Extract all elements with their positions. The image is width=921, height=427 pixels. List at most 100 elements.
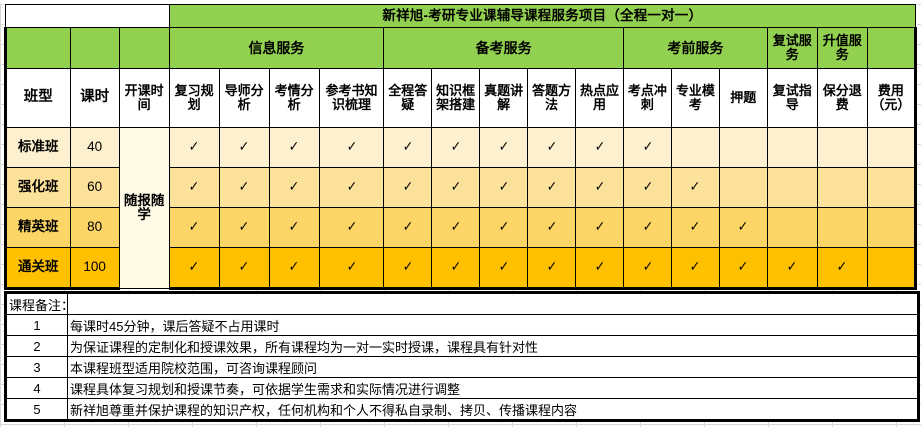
cell-check: ✓ [718, 247, 768, 290]
notes-title-row: 课程备注： [4, 291, 920, 315]
note-index: 3 [4, 356, 68, 378]
check-icon: ✓ [641, 259, 653, 276]
check-icon: ✓ [288, 219, 300, 236]
cell-check: ✓ [670, 247, 720, 290]
col-past-paper-lecture: 真题讲解 [479, 68, 529, 128]
check-icon: ✓ [288, 179, 300, 196]
check-icon: ✓ [188, 139, 200, 156]
note-row: 4 课程具体复习规划和授课节奏，可依据学生需求和实际情况进行调整 [4, 377, 920, 399]
check-icon: ✓ [346, 259, 357, 276]
col-fee: 费用（元） [866, 68, 918, 128]
check-icon: ✓ [498, 259, 510, 276]
check-icon: ✓ [546, 139, 558, 156]
note-text: 为保证课程的定制化和授课效果，所有课程均为一对一实时授课，课程具有针对性 [67, 335, 920, 357]
page-title: 新祥旭-考研专业课辅导课程服务项目（全程一对一） [168, 4, 917, 28]
group-blank-fee [866, 27, 918, 69]
check-icon: ✓ [786, 259, 798, 276]
col-score-guarantee-refund: 保分退费 [816, 68, 868, 128]
cell-check: ✓ [218, 127, 270, 168]
cell-check: ✓ [575, 127, 624, 168]
note-index: 4 [4, 377, 68, 399]
col-retest-guidance: 复试指导 [766, 68, 818, 128]
check-icon: ✓ [402, 259, 414, 276]
check-icon: ✓ [450, 259, 462, 276]
row-fee [866, 167, 918, 208]
check-icon: ✓ [450, 179, 462, 196]
group-retest-service: 复试服务 [766, 27, 818, 69]
cell-check: ✓ [575, 207, 624, 248]
check-icon: ✓ [689, 259, 701, 276]
cell-check: ✓ [431, 247, 481, 290]
check-icon: ✓ [641, 139, 653, 156]
cell-check: ✓ [575, 167, 624, 208]
col-key-point-sprint: 考点冲刺 [622, 68, 672, 128]
note-index: 5 [4, 398, 68, 422]
course-notes-table: 课程备注： 1 每课时45分钟，课后答疑不占用课时 2 为保证课程的定制化和授课… [4, 291, 920, 422]
cell-check: ✓ [718, 207, 768, 248]
check-icon: ✓ [288, 139, 300, 156]
cell-check: ✓ [431, 207, 481, 248]
course-service-table: 新祥旭-考研专业课辅导课程服务项目（全程一对一） 信息服务 备考服务 考前服务 … [4, 4, 918, 290]
cell-check: ✓ [268, 167, 320, 208]
check-icon: ✓ [737, 219, 749, 236]
table-row[interactable]: 通关班 100 ✓ ✓ ✓ ✓ ✓ ✓ ✓ ✓ ✓ ✓ ✓ ✓ ✓ ✓ [4, 247, 918, 290]
check-icon: ✓ [238, 179, 250, 196]
check-icon: ✓ [546, 259, 558, 276]
course-service-table-wrapper: 新祥旭-考研专业课辅导课程服务项目（全程一对一） 信息服务 备考服务 考前服务 … [4, 4, 920, 422]
cell-check: ✓ [383, 127, 433, 168]
check-icon: ✓ [546, 219, 558, 236]
check-icon: ✓ [546, 179, 558, 196]
col-start-time: 开课时间 [118, 68, 170, 128]
col-review-plan: 复习规划 [168, 68, 220, 128]
table-row[interactable]: 标准班 40 随报随学 ✓ ✓ ✓ ✓ ✓ ✓ ✓ ✓ ✓ ✓ [4, 127, 918, 289]
check-icon: ✓ [641, 219, 653, 236]
group-value-service: 升值服务 [816, 27, 868, 69]
table-row[interactable]: 精英班 80 ✓ ✓ ✓ ✓ ✓ ✓ ✓ ✓ ✓ ✓ ✓ ✓ [4, 207, 918, 248]
col-hotspot-application: 热点应用 [575, 68, 624, 128]
check-icon: ✓ [594, 139, 605, 156]
check-icon: ✓ [498, 139, 510, 156]
cell-check: ✓ [318, 247, 385, 290]
row-hours: 60 [69, 167, 120, 208]
note-text: 本课程班型适用院校范围，可咨询课程顾问 [67, 356, 920, 378]
cell-empty [766, 127, 818, 168]
row-class-type: 强化班 [4, 167, 71, 208]
note-row: 3 本课程班型适用院校范围，可咨询课程顾问 [4, 356, 920, 378]
cell-check: ✓ [622, 247, 672, 290]
cell-check: ✓ [622, 207, 672, 248]
spreadsheet-canvas: 新祥旭-考研专业课辅导课程服务项目（全程一对一） 信息服务 备考服务 考前服务 … [0, 4, 921, 427]
check-icon: ✓ [737, 259, 749, 276]
group-info-service: 信息服务 [168, 27, 385, 69]
cell-empty [670, 127, 720, 168]
row-fee [866, 247, 918, 290]
note-row: 1 每课时45分钟，课后答疑不占用课时 [4, 314, 920, 336]
cell-check: ✓ [479, 127, 529, 168]
cell-check: ✓ [383, 167, 433, 208]
note-index: 1 [4, 314, 68, 336]
note-row: 5 新祥旭尊重并保护课程的知识产权，任何机构和个人不得私自录制、拷贝、传播课程内… [4, 398, 920, 422]
cell-check: ✓ [527, 247, 577, 290]
group-blank-mid [69, 27, 120, 69]
col-class-type: 班型 [4, 68, 71, 128]
cell-check: ✓ [268, 127, 320, 168]
note-row: 2 为保证课程的定制化和授课效果，所有课程均为一对一实时授课，课程具有针对性 [4, 335, 920, 357]
check-icon: ✓ [346, 139, 357, 156]
note-index: 2 [4, 335, 68, 357]
cell-check: ✓ [575, 247, 624, 290]
cell-empty [766, 207, 818, 248]
group-blank-left [4, 27, 71, 69]
title-row: 新祥旭-考研专业课辅导课程服务项目（全程一对一） [5, 4, 917, 28]
check-icon: ✓ [594, 219, 605, 236]
check-icon: ✓ [402, 139, 414, 156]
check-icon: ✓ [402, 219, 414, 236]
check-icon: ✓ [188, 259, 200, 276]
col-hours: 课时 [69, 68, 120, 128]
column-header-row: 班型 课时 开课时间 复习规划 导师分析 考情分析 参考书知识梳理 全程答疑 知… [4, 68, 918, 128]
row-hours: 40 [69, 127, 120, 168]
check-icon: ✓ [594, 179, 605, 196]
check-icon: ✓ [238, 139, 250, 156]
col-exam-analysis: 考情分析 [268, 68, 320, 128]
table-row[interactable]: 强化班 60 ✓ ✓ ✓ ✓ ✓ ✓ ✓ ✓ ✓ ✓ ✓ [4, 167, 918, 208]
cell-check: ✓ [479, 167, 529, 208]
check-icon: ✓ [288, 259, 300, 276]
